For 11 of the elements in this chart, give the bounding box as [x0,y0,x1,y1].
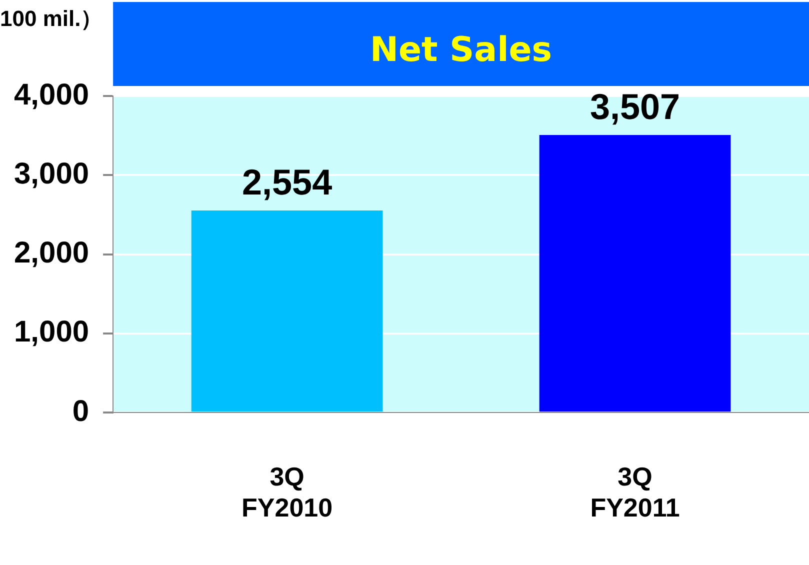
data-label: 2,554 [242,161,332,202]
data-label: 3,507 [590,86,680,127]
x-tick-label: 3Q FY2010 [242,461,333,523]
y-tick-label: 3,000 [14,157,90,190]
x-tick-label: 3Q FY2011 [590,461,680,523]
chart-title: Net Sales [370,30,552,70]
y-tick-label: 1,000 [14,316,90,349]
y-tick-label: 0 [72,394,90,428]
y-tick-label: 2,000 [14,236,90,270]
y-axis-title: 100 mil.） [0,6,103,32]
y-tick-label: 4,000 [14,78,90,112]
